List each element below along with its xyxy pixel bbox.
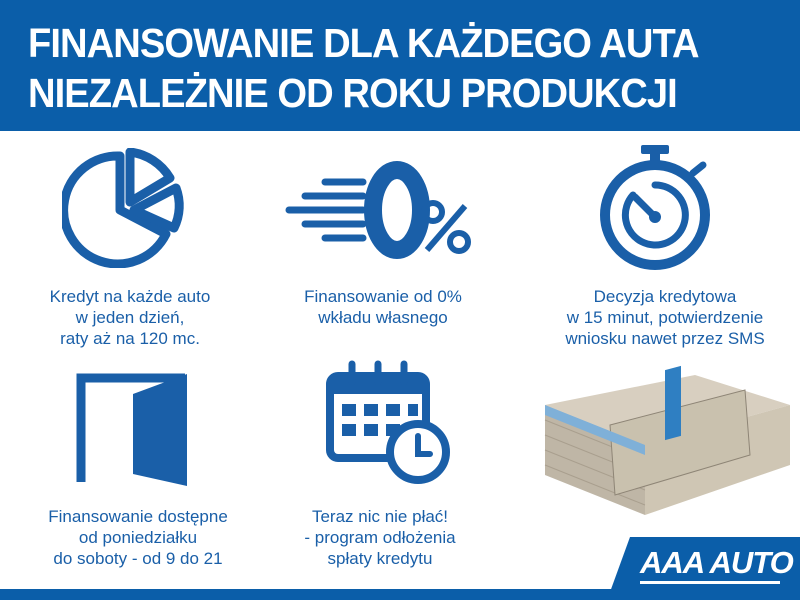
headline-line-1: FINANSOWANIE DLA KAŻDEGO AUTA	[28, 20, 700, 66]
caption-line: do soboty - od 9 do 21	[53, 549, 223, 568]
feature-caption-1: Kredyt na każde auto w jeden dzień, raty…	[0, 286, 260, 349]
caption-line: Finansowanie od 0%	[304, 287, 462, 306]
logo-underline	[640, 581, 780, 584]
feature-caption-4: Finansowanie dostępne od poniedziałku do…	[8, 506, 268, 569]
stopwatch-icon	[600, 145, 710, 270]
zero-percent-icon	[285, 161, 471, 259]
footer-strip	[0, 589, 800, 600]
caption-line: Decyzja kredytowa	[593, 287, 737, 306]
caption-line: spłaty kredytu	[327, 549, 433, 568]
feature-caption-3: Decyzja kredytowa w 15 minut, potwierdze…	[530, 286, 800, 349]
caption-line: raty aż na 120 mc.	[60, 329, 200, 348]
feature-caption-2: Finansowanie od 0% wkładu własnego	[253, 286, 513, 328]
open-door-icon	[76, 373, 187, 486]
caption-line: w jeden dzień,	[75, 308, 185, 327]
caption-line: Kredyt na każde auto	[49, 287, 211, 306]
caption-line: Teraz nic nie płać!	[311, 507, 449, 526]
caption-line: od poniedziałku	[78, 528, 198, 547]
calendar-clock-icon	[326, 360, 450, 484]
caption-line: - program odłożenia	[304, 528, 456, 547]
caption-line: w 15 minut, potwierdzenie	[566, 308, 764, 327]
caption-line: wkładu własnego	[318, 308, 448, 327]
feature-caption-5: Teraz nic nie płać! - program odłożenia …	[250, 506, 510, 569]
pie-chart-icon	[62, 148, 184, 268]
aaa-auto-logo: AAA AUTO	[640, 545, 794, 580]
money-stack-image	[544, 365, 790, 515]
caption-line: Finansowanie dostępne	[48, 507, 228, 526]
caption-line: wniosku nawet przez SMS	[565, 329, 765, 348]
header-banner: FINANSOWANIE DLA KAŻDEGO AUTA NIEZALEŻNI…	[0, 0, 800, 131]
headline-line-2: NIEZALEŻNIE OD ROKU PRODUKCJI	[28, 70, 678, 116]
